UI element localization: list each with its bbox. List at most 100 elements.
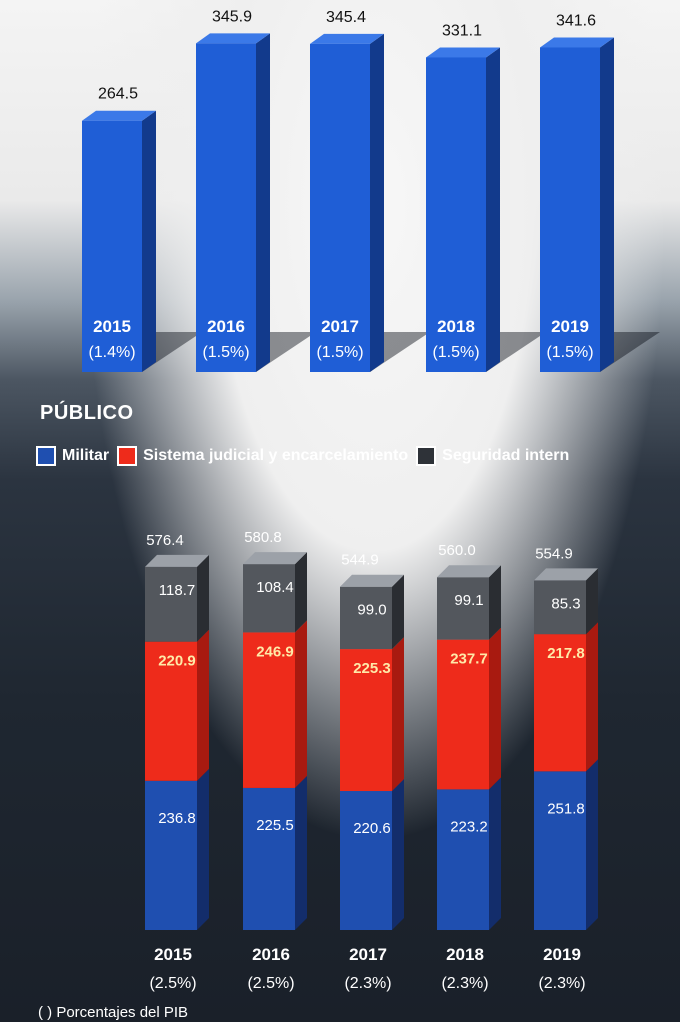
bar-segment-seguridad xyxy=(437,577,489,640)
value-label: 341.6 xyxy=(556,12,596,29)
footnote: ( ) Porcentajes del PIB xyxy=(38,1004,189,1021)
bar-side xyxy=(142,110,156,372)
bar-segment-militar xyxy=(534,771,586,930)
segment-value-label: 225.3 xyxy=(353,660,391,677)
percent-label: (1.5%) xyxy=(316,344,363,361)
bar-segment-judicial xyxy=(145,641,197,781)
legend: Militar Sistema judicial y encarcelamien… xyxy=(36,444,577,468)
total-label: 544.9 xyxy=(341,552,379,569)
segment-value-label: 251.8 xyxy=(547,800,585,817)
segment-value-label: 246.9 xyxy=(256,643,294,660)
segment-side xyxy=(392,637,404,792)
bar-side xyxy=(256,33,270,373)
bar-segment-militar xyxy=(145,780,197,930)
percent-label: (1.4%) xyxy=(88,344,135,361)
percent-label: (1.5%) xyxy=(202,344,249,361)
segment-side xyxy=(489,565,501,640)
segment-side xyxy=(489,777,501,930)
segment-side xyxy=(295,552,307,633)
legend-label-seguridad: Seguridad intern xyxy=(442,447,570,464)
segment-side xyxy=(392,574,404,650)
category-label: 2018 xyxy=(446,945,484,964)
segment-value-label: 99.0 xyxy=(357,602,386,619)
bar xyxy=(196,43,256,373)
segment-side xyxy=(197,554,209,642)
bar-top xyxy=(340,574,404,587)
segment-value-label: 223.2 xyxy=(450,818,488,835)
bar-segment-militar xyxy=(243,787,295,930)
segment-value-label: 217.8 xyxy=(547,645,585,662)
category-label: 2016 xyxy=(207,317,245,336)
percent-label: (2.3%) xyxy=(441,975,488,992)
segment-side xyxy=(392,779,404,930)
legend-item-judicial: Sistema judicial y encarcelamiento xyxy=(117,446,408,466)
percent-label: (2.3%) xyxy=(344,975,391,992)
segment-side xyxy=(586,568,598,635)
legend-swatch-seguridad xyxy=(416,446,437,466)
legend-swatch-judicial xyxy=(117,446,138,466)
segment-side xyxy=(197,768,209,930)
value-label: 264.5 xyxy=(98,86,138,103)
category-label: 2016 xyxy=(252,945,290,964)
segment-value-label: 220.9 xyxy=(158,653,196,670)
segment-value-label: 85.3 xyxy=(551,595,580,612)
bar-segment-seguridad xyxy=(145,566,197,642)
bar-segment-seguridad xyxy=(340,586,392,650)
category-label: 2017 xyxy=(321,317,359,336)
bar-segment-militar xyxy=(437,789,489,930)
bar-side xyxy=(370,33,384,373)
bar-top xyxy=(437,565,501,578)
percent-label: (1.5%) xyxy=(432,344,479,361)
percent-label: (2.3%) xyxy=(538,975,585,992)
bar-top xyxy=(534,568,598,581)
segment-value-label: 237.7 xyxy=(450,651,488,668)
segment-value-label: 108.4 xyxy=(256,579,294,596)
segment-side xyxy=(295,620,307,788)
segment-side xyxy=(197,629,209,781)
bar xyxy=(540,47,600,372)
segment-value-label: 99.1 xyxy=(454,592,483,609)
bar-top xyxy=(196,33,270,44)
bar-top xyxy=(310,33,384,44)
segment-side xyxy=(295,775,307,930)
segment-side xyxy=(586,622,598,772)
bottom-chart-public-security: 236.8 220.9 118.7 576.4 2015 (2.5%) 225.5 246.9… xyxy=(145,529,598,992)
bar-top xyxy=(426,47,500,58)
legend-item-militar: Militar xyxy=(36,446,109,466)
category-label: 2017 xyxy=(349,945,387,964)
percent-label: (2.5%) xyxy=(149,975,196,992)
bar-segment-judicial xyxy=(534,634,586,772)
total-label: 580.8 xyxy=(244,529,282,546)
legend-label-judicial: Sistema judicial y encarcelamiento xyxy=(143,447,409,464)
bar-side xyxy=(600,37,614,372)
category-label: 2019 xyxy=(551,317,589,336)
bar-segment-judicial xyxy=(340,649,392,792)
value-label: 345.4 xyxy=(326,9,366,26)
segment-side xyxy=(586,759,598,930)
legend-label-militar: Militar xyxy=(62,447,110,464)
bar-segment-seguridad xyxy=(243,564,295,633)
bar-top xyxy=(540,37,614,48)
bar-segment-seguridad xyxy=(534,580,586,635)
bar-side xyxy=(486,47,500,372)
legend-swatch-militar xyxy=(36,446,56,466)
bar xyxy=(426,57,486,373)
percent-label: (2.5%) xyxy=(247,975,294,992)
segment-value-label: 236.8 xyxy=(158,810,196,827)
total-label: 576.4 xyxy=(146,532,184,549)
top-chart-military: 264.5 2015 (1.4%) 345.9 2016 (1.5%) 345.4 2017 (… xyxy=(82,8,660,373)
bar-segment-militar xyxy=(340,791,392,930)
value-label: 331.1 xyxy=(442,22,482,39)
category-label: 2018 xyxy=(437,317,475,336)
segment-value-label: 225.5 xyxy=(256,817,294,834)
bar-top xyxy=(82,110,156,121)
segment-side xyxy=(489,627,501,790)
total-label: 560.0 xyxy=(438,542,476,559)
bar-top xyxy=(145,554,209,567)
segment-value-label: 220.6 xyxy=(353,820,391,837)
value-label: 345.9 xyxy=(212,8,252,25)
percent-label: (1.5%) xyxy=(546,344,593,361)
category-label: 2015 xyxy=(154,945,192,964)
legend-item-seguridad: Seguridad intern xyxy=(416,446,569,466)
